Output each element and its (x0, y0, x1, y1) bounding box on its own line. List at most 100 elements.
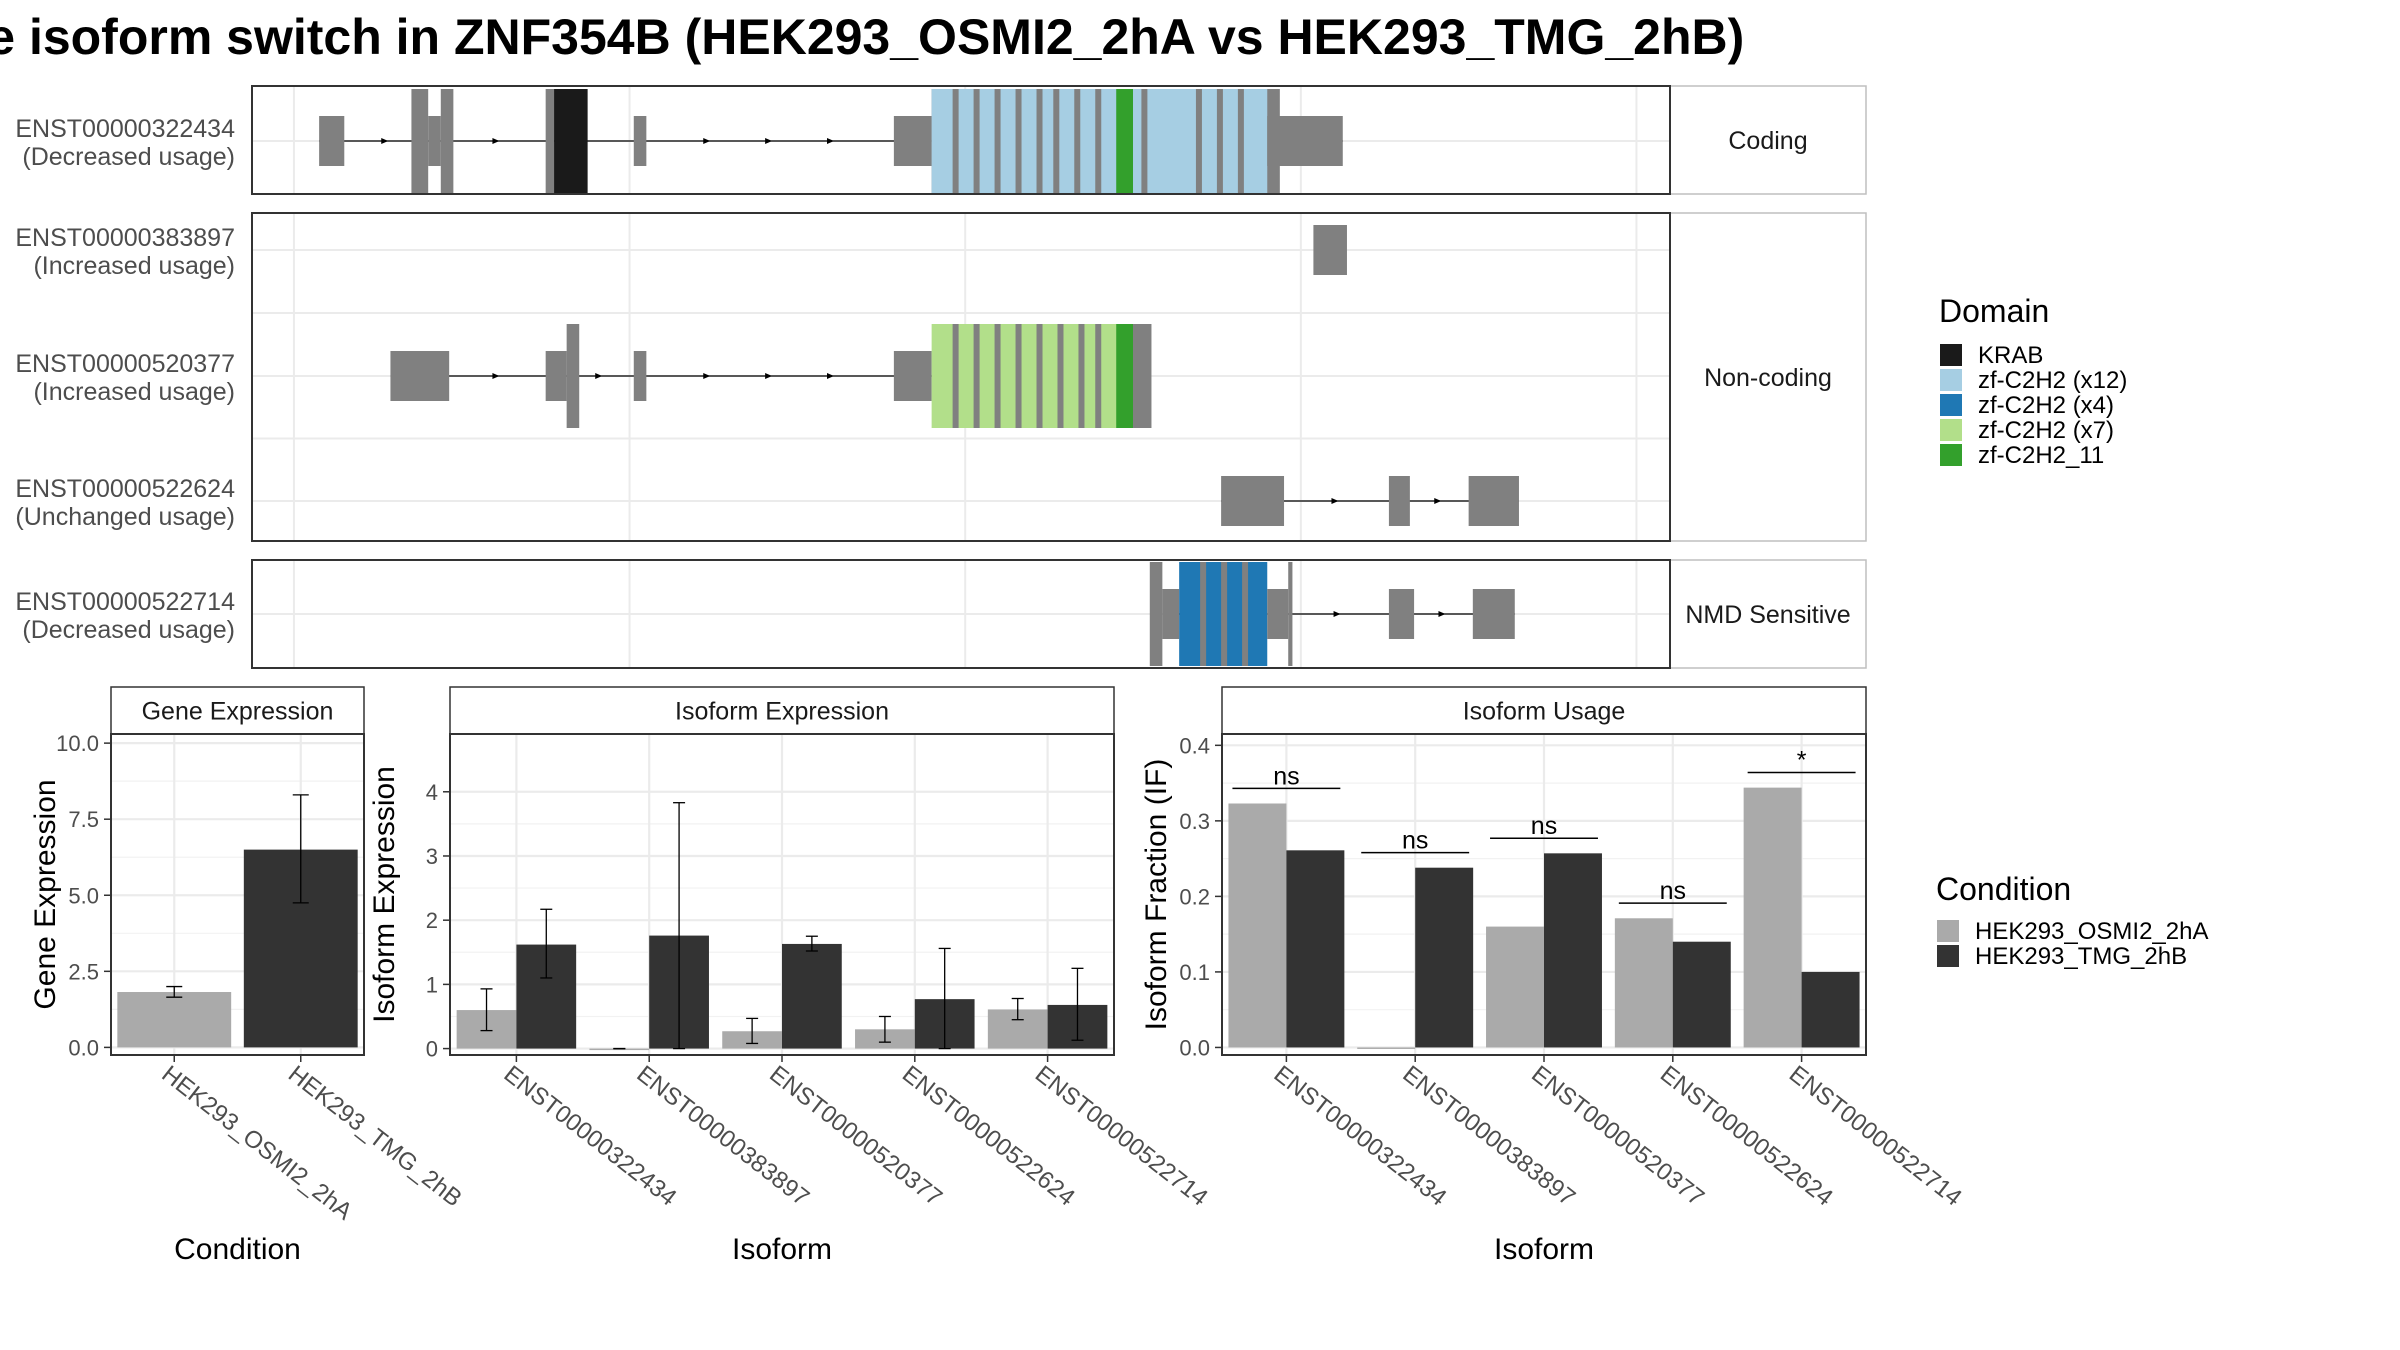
y-tick-label: 3 (426, 844, 438, 869)
intron-arrow (826, 373, 834, 379)
significance-label: * (1797, 747, 1807, 775)
domain-stripe (1015, 89, 1022, 193)
isoform-track (390, 324, 1152, 428)
domain-block (1116, 324, 1134, 428)
y-tick-label: 4 (426, 780, 438, 805)
bar (1357, 1047, 1416, 1049)
intron-arrow (1434, 498, 1442, 504)
legend-key-swatch (1937, 945, 1959, 967)
legend-key-label: HEK293_TMG_2hB (1975, 943, 2187, 970)
intron-arrow (492, 373, 500, 379)
y-tick-label: 10.0 (56, 731, 99, 756)
y-tick-label: 0.4 (1179, 733, 1210, 758)
domain-block (931, 324, 1134, 428)
legend-key-label: zf-C2H2 (x4) (1978, 392, 2114, 419)
exon-block (1267, 116, 1343, 166)
isoform-track (1313, 225, 1347, 275)
panel-title: Isoform Expression (675, 698, 889, 726)
panel-title: Gene Expression (142, 698, 334, 726)
facet-strip-label: NMD Sensitive (1685, 601, 1850, 629)
intron-arrow (492, 138, 500, 144)
bar (1486, 926, 1544, 1048)
facet-strip (1669, 85, 1867, 195)
domain-stripe (1015, 324, 1022, 428)
significance-label: ns (1531, 812, 1557, 840)
isoform-usage-label: (Increased usage) (33, 252, 235, 280)
exon-coding (411, 89, 429, 193)
exon-coding (1288, 562, 1293, 666)
legend-key-label: HEK293_OSMI2_2hA (1975, 918, 2208, 945)
legend-title: Condition (1936, 871, 2071, 907)
y-tick-label: 0 (426, 1037, 438, 1062)
bar (1801, 971, 1860, 1048)
y-tick-label: 0.0 (1179, 1035, 1210, 1060)
bar (1614, 918, 1673, 1048)
significance-label: ns (1273, 762, 1299, 790)
y-tick-label: 0.3 (1179, 809, 1210, 834)
domain-stripe (1242, 562, 1249, 666)
y-tick-label: 0.1 (1179, 960, 1210, 985)
isoform-id-label: ENST00000383897 (15, 224, 235, 252)
facet-panel-border (251, 85, 1671, 195)
isoform-id-label: ENST00000522624 (15, 475, 235, 503)
exon-coding (545, 89, 555, 193)
domain-stripe (1036, 89, 1043, 193)
exon-coding (1149, 562, 1163, 666)
significance-label: ns (1660, 877, 1686, 905)
facet-strip (1669, 212, 1867, 542)
y-tick-label: 0.2 (1179, 884, 1210, 909)
legend-title: Domain (1939, 293, 2049, 329)
facet-panel-border (251, 212, 1671, 542)
y-tick-label: 2.5 (68, 959, 99, 984)
bar (1415, 867, 1474, 1048)
legend-key-swatch (1940, 419, 1962, 441)
y-tick-label: 5.0 (68, 883, 99, 908)
domain-stripe (1036, 324, 1043, 428)
bar (1228, 803, 1287, 1048)
domain-stripe (973, 89, 980, 193)
isoform-id-label: ENST00000520377 (15, 350, 235, 378)
exon-block (1267, 589, 1289, 639)
panel-strip (110, 686, 365, 735)
intron-arrow (1438, 611, 1446, 617)
exon-block (1472, 589, 1515, 639)
isoform-id-label: ENST00000522714 (15, 588, 235, 616)
domain-block (554, 89, 588, 193)
exon-block (545, 351, 567, 401)
domain-stripe (994, 324, 1001, 428)
bar (1286, 850, 1345, 1048)
bar (117, 992, 232, 1048)
intron-arrow (765, 373, 773, 379)
isoform-usage-label: (Increased usage) (33, 378, 235, 406)
domain-stripe (994, 89, 1001, 193)
exon-block (1468, 476, 1519, 526)
exon-block (1388, 476, 1410, 526)
exon-block (893, 351, 932, 401)
bar (1743, 787, 1802, 1048)
y-tick-label: 2 (426, 908, 438, 933)
domain-stripe (1078, 324, 1085, 428)
facet-strip (1669, 559, 1867, 669)
bar (782, 943, 842, 1049)
isoform-track (1149, 562, 1515, 666)
legend-key-swatch (1940, 444, 1962, 466)
gene-expression-panel: Gene Expression0.02.55.07.510.0HEK293_OS… (29, 686, 467, 1266)
exon-block (1388, 589, 1415, 639)
panel-strip (449, 686, 1115, 735)
domain-block (1116, 89, 1134, 193)
isoform-usage-label: (Unchanged usage) (15, 503, 235, 531)
exon-block (428, 116, 441, 166)
domain-stripe (1216, 89, 1223, 193)
bar (1672, 941, 1731, 1048)
domain-stripe (1221, 562, 1228, 666)
legend-key-label: zf-C2H2 (x7) (1978, 417, 2114, 444)
domain-stripe (1074, 89, 1081, 193)
legend-key-swatch (1937, 920, 1959, 942)
y-tick-label: 0.0 (68, 1035, 99, 1060)
legend-key-swatch (1940, 344, 1962, 366)
isoform-usage-label: (Decreased usage) (22, 143, 235, 171)
y-axis-title: Isoform Fraction (IF) (1140, 759, 1173, 1031)
legend-key-label: KRAB (1978, 342, 2043, 369)
